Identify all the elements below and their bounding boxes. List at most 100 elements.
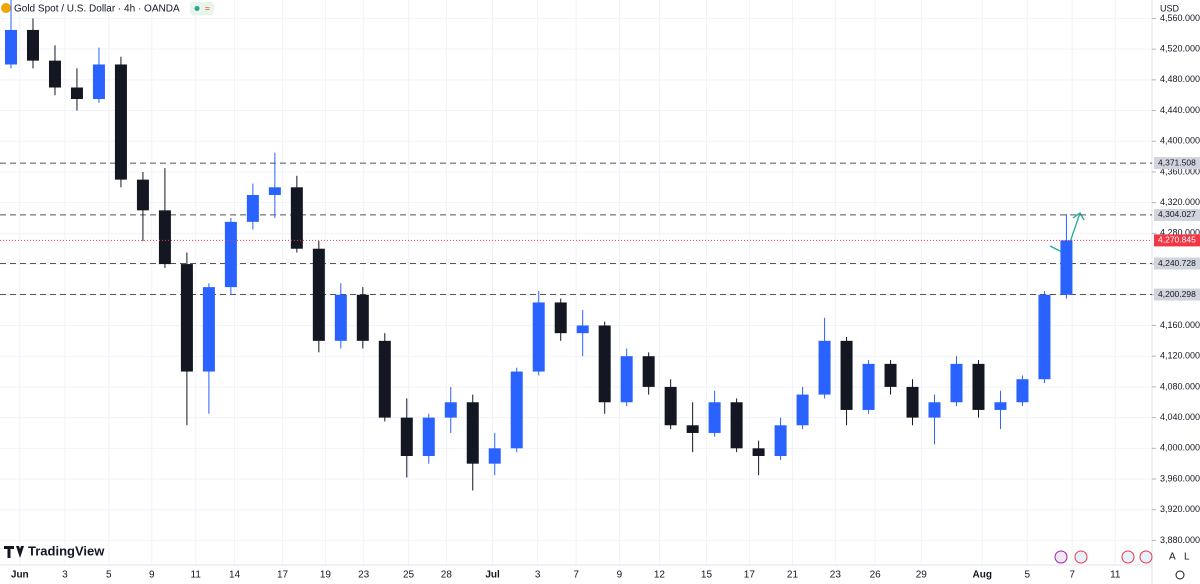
candle-body <box>356 294 369 341</box>
candle-body <box>1060 240 1073 295</box>
candle-body <box>884 363 897 387</box>
x-tick-label: 23 <box>830 570 842 581</box>
x-tick-label: 7 <box>573 570 579 581</box>
auto-scale-button[interactable]: A <box>1169 552 1176 563</box>
x-tick-label: 11 <box>1110 570 1121 581</box>
candle-body <box>268 187 281 195</box>
y-tick-label: 4,400.000 <box>1160 136 1200 146</box>
candle-body <box>862 363 875 410</box>
candle-body <box>70 87 83 100</box>
level-label: 4,371.508 <box>1158 157 1196 167</box>
last-price-label: 4,270.845 <box>1158 235 1196 245</box>
candle-body <box>158 210 171 265</box>
event-icon[interactable] <box>1139 550 1153 564</box>
event-icon[interactable] <box>1054 550 1068 564</box>
y-tick-label: 4,520.000 <box>1160 44 1200 54</box>
x-tick-label: Aug <box>973 570 992 581</box>
candle-body <box>752 448 765 456</box>
candle-body <box>840 340 853 410</box>
candle-body <box>400 417 413 456</box>
candle-body <box>664 386 677 426</box>
candle-body <box>246 194 259 222</box>
level-label-box <box>1154 208 1200 221</box>
x-tick-label: 7 <box>1069 570 1075 581</box>
event-icon[interactable] <box>1121 550 1135 564</box>
event-icon[interactable] <box>1074 550 1088 564</box>
x-tick-label: Jun <box>11 570 29 581</box>
candle-body <box>378 340 391 418</box>
candle-body <box>466 402 479 464</box>
candle-body <box>532 302 545 372</box>
candle-body <box>4 29 17 65</box>
level-label-box <box>1154 288 1200 301</box>
candle-body <box>488 448 501 464</box>
level-label: 4,304.027 <box>1158 209 1196 219</box>
candle-body <box>796 394 809 426</box>
candle-body <box>554 302 567 334</box>
x-tick-label: 26 <box>870 570 882 581</box>
candle-body <box>994 402 1007 410</box>
candle-body <box>444 402 457 418</box>
last-price-box <box>1154 234 1200 247</box>
x-tick-label: 12 <box>654 570 666 581</box>
x-tick-label: 21 <box>787 570 799 581</box>
candle-body <box>290 187 303 249</box>
symbol-icon <box>1 3 11 13</box>
candle-body <box>114 64 127 180</box>
status-badge <box>190 2 214 15</box>
x-tick-label: Jul <box>485 570 500 581</box>
candle-body <box>312 248 325 341</box>
candle-body <box>334 294 347 341</box>
y-tick-label: 3,880.000 <box>1160 535 1200 545</box>
x-tick-label: 11 <box>191 570 202 581</box>
x-tick-label: 19 <box>320 570 332 581</box>
level-label-box <box>1154 257 1200 270</box>
candle-body <box>180 264 193 372</box>
x-tick-label: 5 <box>106 570 112 581</box>
x-tick-label: 5 <box>1025 570 1031 581</box>
candle-body <box>642 356 655 387</box>
y-tick-label: 4,480.000 <box>1160 74 1200 84</box>
y-tick-label: 3,920.000 <box>1160 504 1200 514</box>
candle-body <box>202 287 215 372</box>
candle-body <box>598 325 611 403</box>
brand-name: TradingView <box>28 543 105 558</box>
level-label: 4,200.298 <box>1158 289 1196 299</box>
currency-label[interactable]: USD <box>1160 3 1180 13</box>
y-tick-label: 4,160.000 <box>1160 320 1200 330</box>
candle-body <box>510 371 523 449</box>
x-tick-label: 14 <box>229 570 241 581</box>
x-tick-label: 23 <box>358 570 370 581</box>
candle-body <box>686 425 699 433</box>
y-tick-label: 4,320.000 <box>1160 197 1200 207</box>
candle-body <box>136 179 149 211</box>
y-tick-label: 4,000.000 <box>1160 443 1200 453</box>
x-tick-label: 29 <box>916 570 928 581</box>
x-tick-label: 3 <box>62 570 68 581</box>
candle-body <box>422 417 435 456</box>
candle-body <box>26 29 39 61</box>
candle-body <box>92 64 105 100</box>
x-tick-label: 17 <box>744 570 756 581</box>
candle-body <box>906 386 919 418</box>
y-tick-label: 3,960.000 <box>1160 473 1200 483</box>
y-tick-label: 4,360.000 <box>1160 166 1200 176</box>
y-tick-label: 4,440.000 <box>1160 105 1200 115</box>
candle-body <box>972 363 985 410</box>
market-open-dot <box>194 6 200 11</box>
candle-body <box>576 325 589 334</box>
log-scale-button[interactable]: L <box>1184 552 1190 563</box>
settings-icon[interactable] <box>1175 570 1185 580</box>
candle-body <box>1016 379 1029 403</box>
x-tick-label: 3 <box>535 570 541 581</box>
level-label: 4,240.728 <box>1158 258 1196 268</box>
brand-logo <box>4 546 24 558</box>
candle-body <box>620 356 633 403</box>
status-icon: ≈ <box>205 3 210 13</box>
candle-body <box>774 425 787 456</box>
candle-body <box>708 402 721 433</box>
candle-body <box>730 402 743 449</box>
y-tick-label: 4,280.000 <box>1160 228 1200 238</box>
